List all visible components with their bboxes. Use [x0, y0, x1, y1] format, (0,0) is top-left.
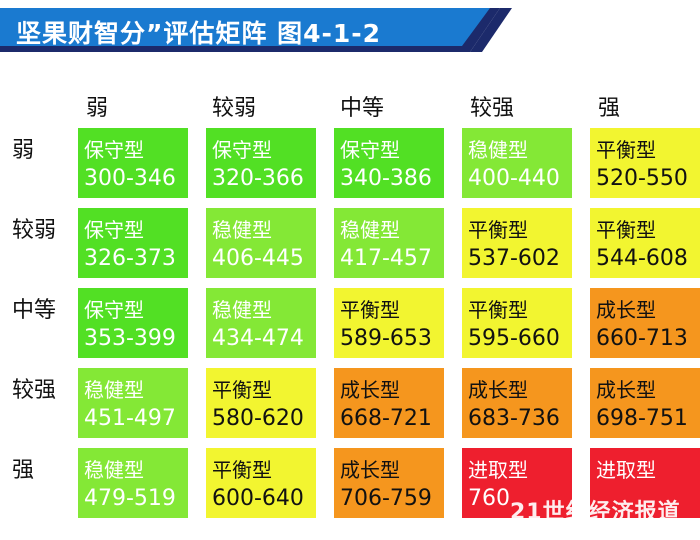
row-header: 较弱 — [12, 218, 57, 243]
cell-score-range: 683-736 — [468, 406, 560, 431]
matrix-cell: 稳健型 400-440 — [462, 128, 572, 198]
watermark-sub-text: 21ST CENTURY BUSINESS HERALD — [512, 518, 647, 526]
cell-type-label: 保守型 — [212, 138, 272, 162]
cell-score-range: 698-751 — [596, 406, 688, 431]
column-header: 弱 — [86, 96, 109, 121]
matrix-cell: 保守型 300-346 — [78, 128, 188, 198]
matrix-cell: 保守型 320-366 — [206, 128, 316, 198]
cell-score-range: 580-620 — [212, 406, 304, 431]
cell-type-label: 成长型 — [468, 378, 528, 402]
cell-type-label: 成长型 — [340, 458, 400, 482]
cell-type-label: 平衡型 — [468, 218, 528, 242]
column-header: 较强 — [470, 96, 515, 121]
cell-score-range: 520-550 — [596, 166, 688, 191]
matrix-cell: 稳健型 417-457 — [334, 208, 444, 278]
matrix-cell: 保守型 340-386 — [334, 128, 444, 198]
cell-score-range: 479-519 — [84, 486, 176, 511]
cell-score-range: 300-346 — [84, 166, 176, 191]
matrix-cell: 成长型 668-721 — [334, 368, 444, 438]
cell-type-label: 稳健型 — [468, 138, 528, 162]
matrix-cell: 成长型 660-713 — [590, 288, 700, 358]
column-header: 中等 — [340, 96, 385, 121]
matrix-cell: 稳健型 434-474 — [206, 288, 316, 358]
cell-type-label: 稳健型 — [212, 218, 272, 242]
matrix-cell: 平衡型 600-640 — [206, 448, 316, 518]
title-banner: 坚果财智分”评估矩阵 图4-1-2 — [0, 8, 560, 52]
matrix-cell: 平衡型 520-550 — [590, 128, 700, 198]
cell-type-label: 平衡型 — [212, 378, 272, 402]
watermark-main-text: 21世纪经济报道 — [510, 500, 681, 525]
matrix-cell: 平衡型 595-660 — [462, 288, 572, 358]
cell-score-range: 589-653 — [340, 326, 432, 351]
matrix-cell: 平衡型 544-608 — [590, 208, 700, 278]
cell-score-range: 434-474 — [212, 326, 304, 351]
cell-type-label: 成长型 — [340, 378, 400, 402]
cell-score-range: 600-640 — [212, 486, 304, 511]
matrix-cell: 稳健型 479-519 — [78, 448, 188, 518]
column-header: 强 — [598, 96, 621, 121]
matrix-cell: 进取型 — [590, 448, 700, 518]
matrix-cell: 成长型 698-751 — [590, 368, 700, 438]
cell-type-label: 保守型 — [84, 218, 144, 242]
watermark-logo: 21世纪经济报道 21ST CENTURY BUSINESS HERALD — [510, 494, 695, 534]
cell-score-range: 400-440 — [468, 166, 560, 191]
cell-score-range: 326-373 — [84, 246, 176, 271]
matrix-cell: 进取型 760 — [462, 448, 572, 518]
cell-score-range: 417-457 — [340, 246, 432, 271]
cell-type-label: 进取型 — [596, 458, 656, 482]
matrix-cell: 平衡型 580-620 — [206, 368, 316, 438]
row-header: 较强 — [12, 378, 57, 403]
cell-type-label: 平衡型 — [596, 218, 656, 242]
cell-type-label: 保守型 — [340, 138, 400, 162]
cell-score-range: 406-445 — [212, 246, 304, 271]
matrix-cell: 平衡型 537-602 — [462, 208, 572, 278]
cell-type-label: 进取型 — [468, 458, 528, 482]
cell-type-label: 稳健型 — [84, 378, 144, 402]
row-header: 弱 — [12, 138, 35, 163]
cell-score-range: 320-366 — [212, 166, 304, 191]
cell-type-label: 保守型 — [84, 298, 144, 322]
cell-type-label: 成长型 — [596, 378, 656, 402]
cell-type-label: 保守型 — [84, 138, 144, 162]
matrix-cell: 稳健型 406-445 — [206, 208, 316, 278]
matrix-cell: 稳健型 451-497 — [78, 368, 188, 438]
cell-type-label: 平衡型 — [468, 298, 528, 322]
cell-type-label: 稳健型 — [84, 458, 144, 482]
cell-score-range: 595-660 — [468, 326, 560, 351]
cell-score-range: 544-608 — [596, 246, 688, 271]
matrix-cell: 成长型 706-759 — [334, 448, 444, 518]
row-header: 强 — [12, 458, 35, 483]
cell-score-range: 451-497 — [84, 406, 176, 431]
cell-type-label: 稳健型 — [340, 218, 400, 242]
cell-score-range: 340-386 — [340, 166, 432, 191]
cell-score-range: 668-721 — [340, 406, 432, 431]
cell-type-label: 稳健型 — [212, 298, 272, 322]
cell-type-label: 平衡型 — [596, 138, 656, 162]
cell-type-label: 平衡型 — [212, 458, 272, 482]
matrix-cell: 成长型 683-736 — [462, 368, 572, 438]
matrix-cell: 平衡型 589-653 — [334, 288, 444, 358]
banner-shape — [0, 8, 512, 52]
cell-score-range: 760 — [468, 486, 510, 511]
matrix-cell: 保守型 326-373 — [78, 208, 188, 278]
cell-score-range: 537-602 — [468, 246, 560, 271]
cell-type-label: 平衡型 — [340, 298, 400, 322]
cell-score-range: 706-759 — [340, 486, 432, 511]
column-header: 较弱 — [212, 96, 257, 121]
row-header: 中等 — [12, 298, 57, 323]
banner-title: 坚果财智分”评估矩阵 图4-1-2 — [16, 19, 382, 48]
cell-score-range: 353-399 — [84, 326, 176, 351]
matrix-cell: 保守型 353-399 — [78, 288, 188, 358]
cell-score-range: 660-713 — [596, 326, 688, 351]
cell-type-label: 成长型 — [596, 298, 656, 322]
